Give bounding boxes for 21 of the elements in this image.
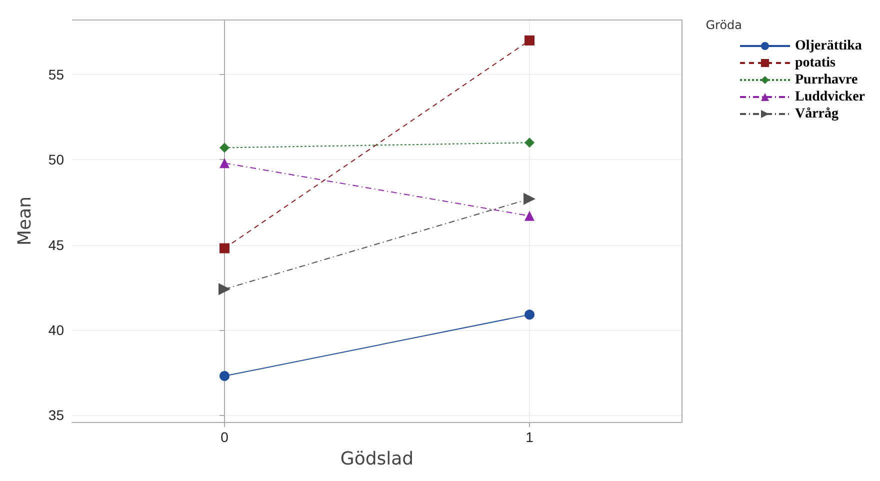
y-tick-label: 55: [48, 66, 64, 83]
y-tick-label: 35: [48, 407, 64, 424]
point: [524, 35, 534, 46]
y-axis-title: Mean: [14, 196, 36, 246]
x-axis-title: Gödslad: [340, 448, 414, 470]
point: [524, 310, 534, 320]
x-tick-label: 0: [220, 429, 229, 445]
y-tick-label: 45: [48, 236, 64, 253]
legend-label: Oljerättika: [794, 38, 862, 54]
y-tick-label: 50: [48, 152, 64, 168]
legend-label: Luddvicker: [794, 90, 865, 104]
legend-label: potatis: [794, 56, 836, 70]
point: [220, 142, 230, 153]
point: [220, 243, 230, 254]
legend-label: Vårråg: [794, 106, 839, 122]
x-tick-label: 1: [526, 429, 534, 445]
y-tick-label: 40: [48, 322, 64, 338]
legend-title: Gröda: [706, 18, 742, 32]
point: [220, 371, 230, 382]
legend-label: Purrhavre: [794, 72, 858, 88]
point: [524, 138, 534, 148]
